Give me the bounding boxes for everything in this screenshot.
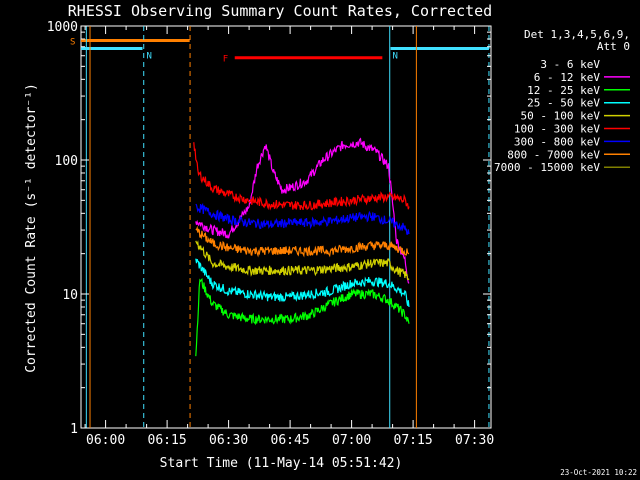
legend-entry-label: 50 - 100 keV	[521, 110, 601, 123]
flag-letter: F	[223, 55, 228, 65]
series-line	[195, 137, 410, 284]
chart-title: RHESSI Observing Summary Count Rates, Co…	[68, 2, 492, 20]
y-tick-label: 1000	[47, 20, 78, 35]
x-tick-label: 06:15	[148, 433, 187, 448]
legend-entry-label: 3 - 6 keV	[540, 58, 600, 71]
legend-header: Att 0	[597, 40, 630, 53]
legend-entry-label: 300 - 800 keV	[514, 135, 600, 148]
plot-frame	[80, 25, 492, 429]
series-line	[195, 258, 410, 308]
legend-entry-label: 7000 - 15000 keV	[494, 161, 600, 174]
y-tick-label: 100	[55, 154, 78, 169]
flag-letter: N	[147, 51, 152, 61]
x-tick-label: 06:00	[86, 433, 125, 448]
legend-entry-label: 800 - 7000 keV	[507, 148, 600, 161]
x-tick-label: 07:00	[332, 433, 371, 448]
y-tick-label: 10	[62, 288, 78, 303]
legend-entry-label: 12 - 25 keV	[527, 84, 600, 97]
series-line	[195, 157, 410, 257]
series-line	[195, 225, 410, 258]
series-line	[195, 202, 410, 235]
y-tick-label: 1	[70, 422, 78, 437]
x-tick-label: 07:30	[455, 433, 494, 448]
series-line	[195, 277, 410, 357]
flag-letter: N	[393, 51, 398, 61]
y-axis-label: Corrected Count Rate (s⁻¹ detector⁻¹)	[24, 83, 39, 373]
vlines-layer	[85, 26, 490, 428]
legend-entry-label: 25 - 50 keV	[527, 97, 600, 110]
footer-date: 23-Oct-2021 10:22	[560, 468, 637, 477]
x-tick-label: 06:30	[209, 433, 248, 448]
flag-letter: S	[70, 37, 75, 47]
series-layer	[193, 137, 410, 357]
x-axis-label: Start Time (11-May-14 05:51:42)	[160, 456, 403, 471]
axes-layer: 1 10 100 1000 06:00 06:15 06:30 06:45 07:00 07:15…	[47, 20, 494, 448]
x-tick-label: 07:15	[394, 433, 433, 448]
x-tick-label: 06:45	[271, 433, 310, 448]
legend-entry-label: 6 - 12 keV	[534, 71, 601, 84]
series-line	[195, 240, 410, 281]
series-line	[193, 142, 410, 211]
legend-entry-label: 100 - 300 keV	[514, 123, 600, 136]
flags-layer: S N N F	[70, 37, 489, 65]
legend-header: Det 1,3,4,5,6,9,	[524, 28, 630, 41]
